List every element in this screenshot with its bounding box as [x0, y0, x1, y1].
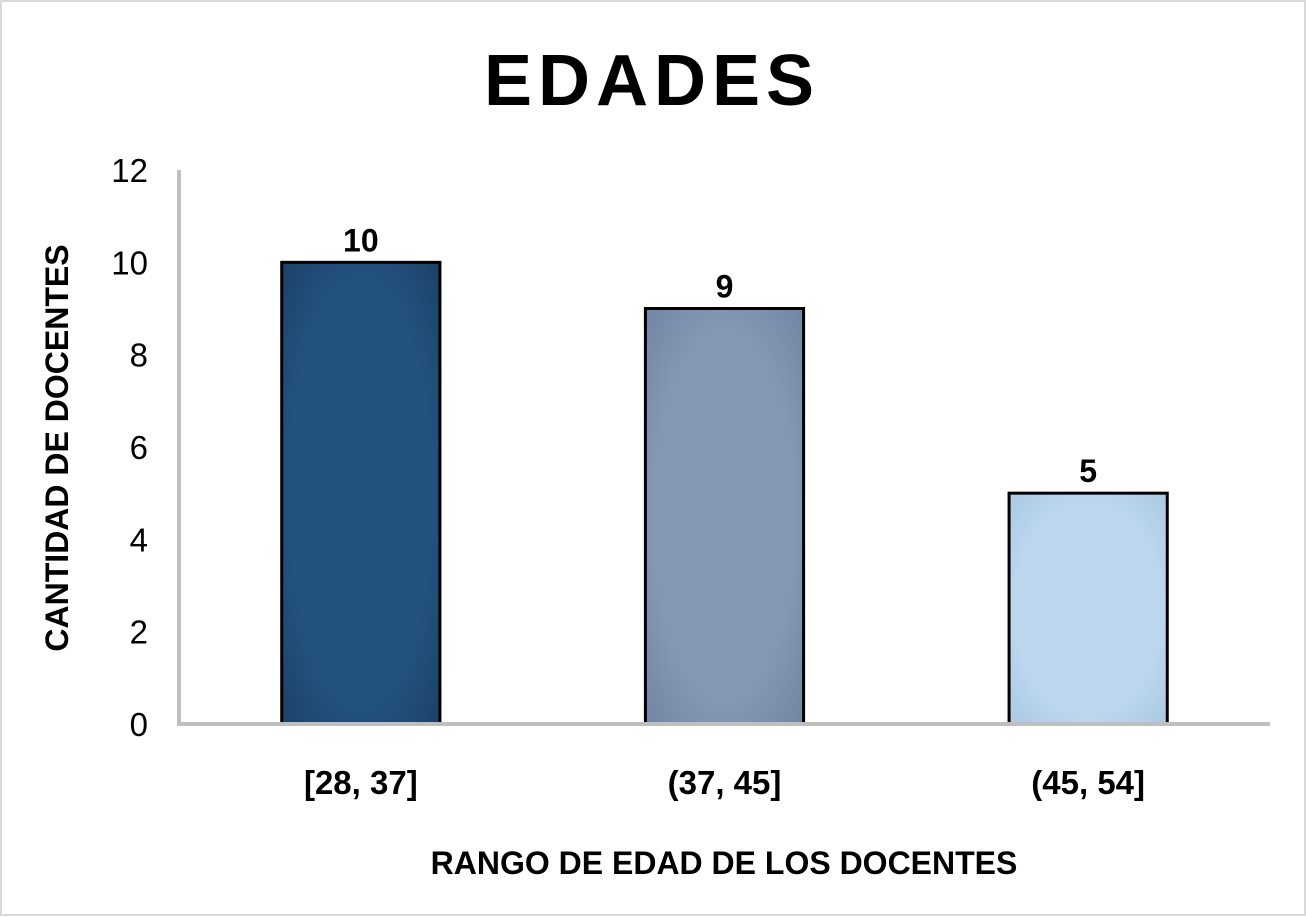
- bar-value-label: 5: [1079, 453, 1097, 489]
- x-axis-title: RANGO DE EDAD DE LOS DOCENTES: [431, 845, 1018, 881]
- y-tick-label: 10: [111, 244, 148, 281]
- y-tick-label: 0: [130, 706, 148, 743]
- bar: [1007, 491, 1169, 726]
- y-tick-label: 2: [130, 614, 148, 651]
- y-tick-label: 8: [130, 337, 148, 374]
- data-labels: 10 9 5: [343, 222, 1097, 489]
- x-axis-categories: [28, 37] (37, 45] (45, 54]: [304, 764, 1145, 801]
- y-tick-label: 6: [130, 429, 148, 466]
- y-axis-title: CANTIDAD DE DOCENTES: [39, 244, 75, 651]
- y-tick-label: 12: [111, 152, 148, 189]
- bar-value-label: 9: [716, 269, 734, 305]
- x-category-label: [28, 37]: [304, 764, 418, 801]
- y-tick-label: 4: [130, 521, 148, 558]
- x-category-label: (37, 45]: [668, 764, 782, 801]
- x-category-label: (45, 54]: [1031, 764, 1145, 801]
- chart-title: EDADES: [484, 41, 820, 121]
- bar: [643, 307, 806, 726]
- bar-value-label: 10: [343, 222, 379, 258]
- bars: [280, 260, 1169, 726]
- y-axis-ticks: 0 2 4 6 8 10 12: [111, 152, 148, 743]
- bar: [280, 260, 442, 726]
